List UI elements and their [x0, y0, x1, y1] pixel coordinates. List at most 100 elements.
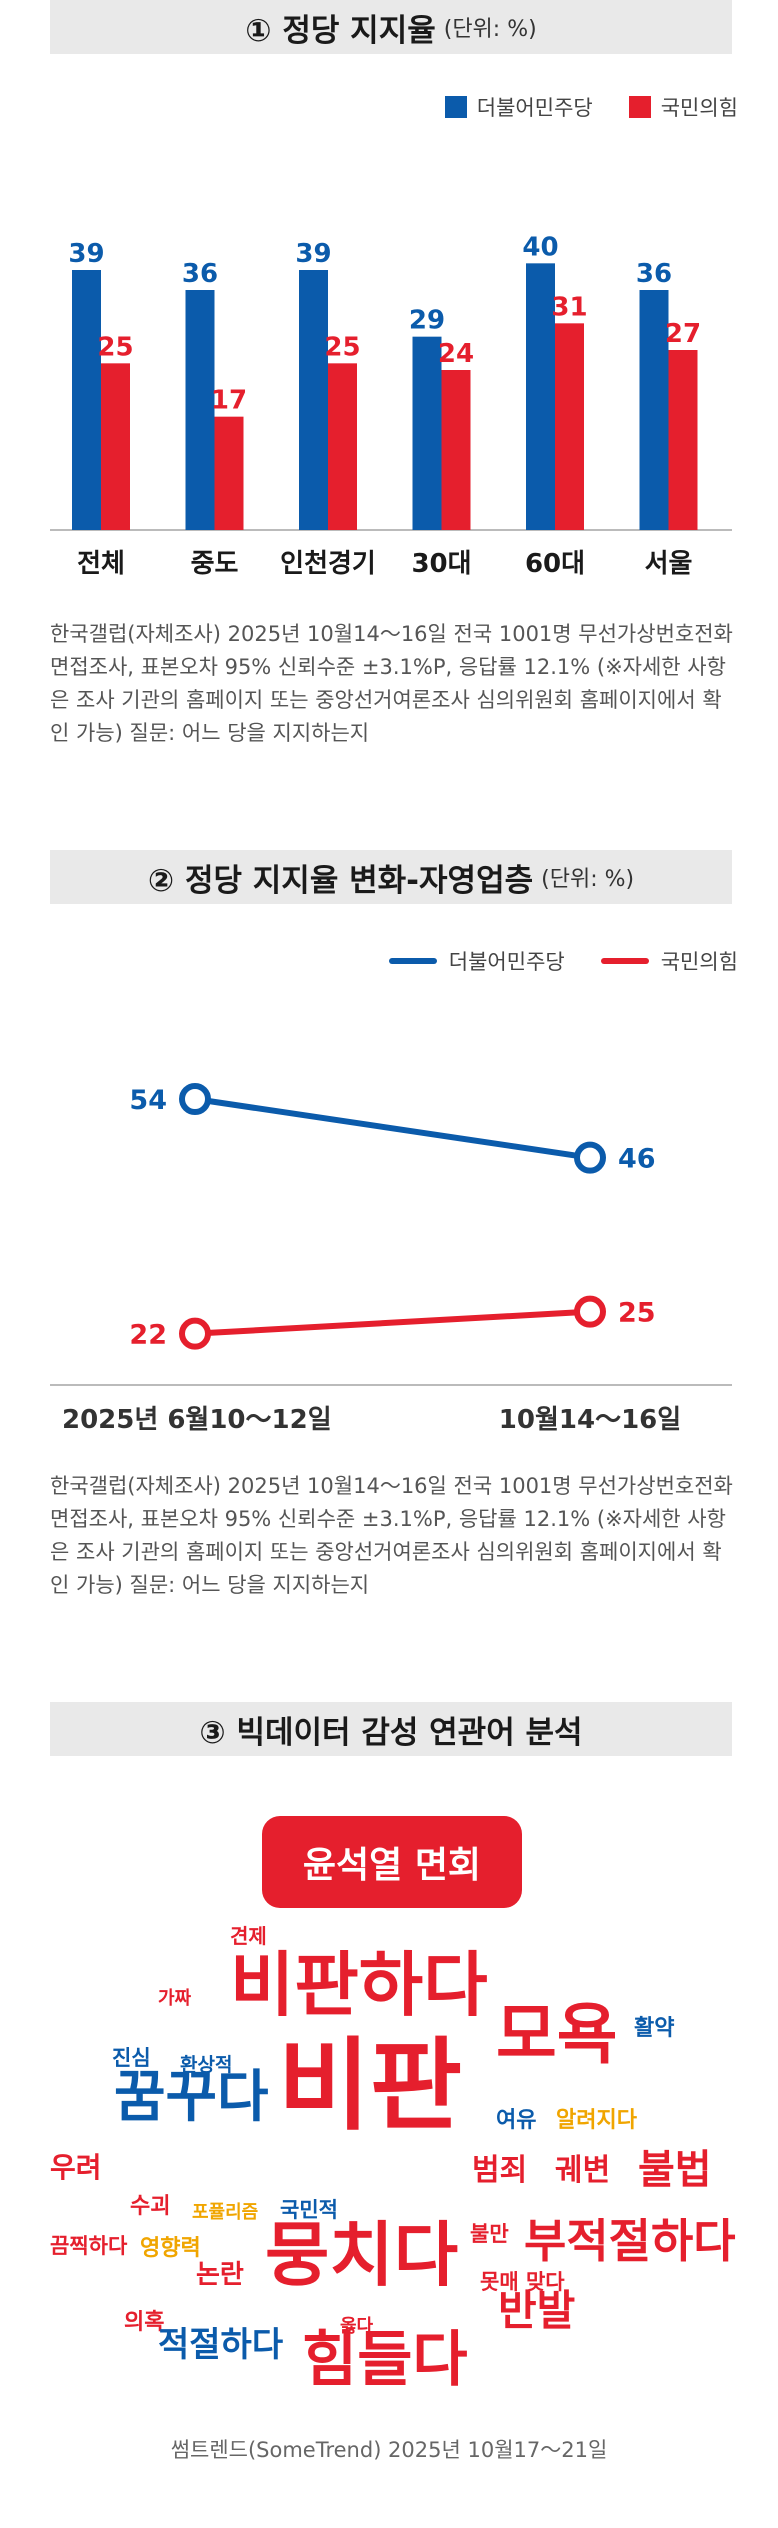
section2-unit: (단위: %)	[541, 867, 635, 892]
cloud-word: 비판	[278, 2027, 462, 2144]
bar-value-label: 36	[636, 259, 672, 289]
cloud-word: 부적절하다	[524, 2214, 736, 2268]
bar-dem	[412, 336, 442, 530]
bar-value-label: 36	[182, 259, 218, 289]
category-label: 중도	[191, 549, 239, 579]
cloud-word: 힘들다	[302, 2325, 468, 2395]
cloud-word: 논란	[196, 2260, 244, 2290]
bar-dem	[185, 290, 215, 530]
cloud-word: 활약	[634, 2016, 675, 2041]
section1-title: ① 정당 지지율	[245, 12, 436, 49]
section2-title: ② 정당 지지율 변화-자영업층	[147, 862, 534, 899]
survey-note-1: 한국갤럽(자체조사) 2025년 10월14～16일 전국 1001명 무선가상…	[50, 622, 733, 745]
legend-item-dem-line: 더불어민주당	[388, 946, 565, 976]
category-label: 30대	[411, 549, 471, 579]
section3-title: ③ 빅데이터 감성 연관어 분석	[199, 1714, 583, 1751]
survey-note-2: 한국갤럽(자체조사) 2025년 10월14～16일 전국 1001명 무선가상…	[50, 1474, 733, 1597]
line-chart-legend: 더불어민주당 국민의힘	[353, 946, 738, 976]
cloud-word: 옳다	[340, 2316, 374, 2337]
data-value-label: 25	[618, 1298, 656, 1329]
cloud-word: 가짜	[158, 1988, 192, 2009]
data-point-ppp	[574, 1295, 606, 1328]
wordcloud-center-keyword: 윤석열 면회	[262, 1816, 522, 1908]
category-label: 60대	[525, 549, 585, 579]
cloud-word: 우려	[50, 2151, 102, 2184]
cloud-word: 여유	[496, 2108, 537, 2133]
cloud-word: 국민적	[280, 2198, 338, 2222]
section1-unit: (단위: %)	[443, 17, 537, 42]
bar-value-label: 27	[665, 319, 701, 349]
legend-label-dem-line: 더불어민주당	[448, 950, 565, 974]
bar-value-label: 25	[324, 332, 360, 362]
section1-header: ① 정당 지지율 (단위: %)	[50, 0, 732, 54]
cloud-word: 꿈꾸다	[114, 2065, 269, 2130]
section3-header: ③ 빅데이터 감성 연관어 분석	[50, 1702, 732, 1756]
bar-value-label: 29	[409, 306, 445, 336]
bar-ppp	[101, 363, 130, 530]
legend-item-dem: 더불어민주당	[444, 92, 593, 122]
self-employed-support-line-chart: 54 46 22 25 2025년 6월10～12일 10월14～16일	[50, 1083, 732, 1435]
cloud-word: 모욕	[496, 1996, 618, 2073]
legend-label-dem: 더불어민주당	[476, 96, 593, 120]
legend-label-ppp: 국민의힘	[660, 96, 738, 120]
bar-ppp	[214, 416, 244, 530]
bar-value-label: 31	[551, 292, 587, 322]
data-point-dem	[179, 1083, 211, 1115]
source-credit: 썸트렌드(SomeTrend) 2025년 10월17～21일	[170, 2438, 608, 2462]
cloud-word: 뭉치다	[265, 2214, 459, 2296]
bar-dem	[639, 290, 669, 530]
bar-value-label: 39	[68, 239, 104, 269]
bar-ppp	[328, 363, 357, 530]
x-tick-label: 2025년 6월10～12일	[62, 1405, 332, 1435]
cloud-word: 범죄	[472, 2153, 528, 2188]
legend-swatch-ppp	[628, 96, 651, 118]
data-value-label: 22	[129, 1320, 167, 1351]
cloud-word: 포퓰리즘	[192, 2202, 259, 2223]
cloud-word: 진심	[112, 2046, 151, 2070]
bar-value-label: 24	[438, 339, 474, 369]
cloud-word: 환상적	[180, 2054, 233, 2076]
bar-value-label: 39	[295, 239, 331, 269]
legend-item-ppp-line: 국민의힘	[600, 946, 738, 976]
series-line-dem	[194, 1096, 591, 1161]
cloud-word: 반발	[498, 2286, 576, 2335]
category-label: 서울	[645, 549, 693, 579]
cloud-word: 불법	[638, 2147, 712, 2193]
bar-value-label: 25	[97, 332, 133, 362]
data-value-label: 46	[618, 1144, 656, 1175]
bar-ppp	[555, 323, 584, 530]
data-point-dem	[574, 1141, 606, 1174]
bar-dem	[299, 270, 328, 530]
cloud-word: 알려지다	[556, 2108, 637, 2133]
category-label: 전체	[77, 549, 125, 579]
bar-chart-legend: 더불어민주당 국민의힘	[409, 92, 738, 122]
cloud-word: 영향력	[140, 2236, 201, 2261]
section2-header: ② 정당 지지율 변화-자영업층 (단위: %)	[50, 850, 732, 904]
category-label: 인천경기	[280, 549, 376, 579]
cloud-word: 끔찍하다	[50, 2234, 128, 2258]
cloud-word: 못매 맞다	[480, 2270, 565, 2294]
bar-ppp	[441, 370, 471, 530]
data-point-ppp	[179, 1317, 211, 1350]
legend-swatch-dem	[444, 96, 467, 118]
series-line-ppp	[194, 1308, 591, 1337]
cloud-word: 의혹	[124, 2310, 165, 2335]
cloud-word: 견제	[230, 1924, 267, 1948]
legend-line-ppp	[600, 958, 649, 964]
bar-dem	[72, 270, 101, 530]
bar-value-label: 40	[522, 232, 558, 262]
bar-value-label: 17	[211, 386, 247, 416]
data-value-label: 54	[129, 1085, 167, 1116]
cloud-word: 비판하다	[230, 1944, 488, 2026]
x-tick-label: 10월14～16일	[499, 1405, 681, 1435]
cloud-word: 수괴	[130, 2194, 171, 2219]
cloud-word: 적절하다	[158, 2325, 284, 2365]
bar-dem	[526, 263, 555, 530]
cloud-word: 불만	[470, 2222, 509, 2246]
legend-line-dem	[388, 958, 437, 964]
legend-item-ppp: 국민의힘	[628, 92, 738, 122]
cloud-word: 궤변	[555, 2153, 611, 2188]
bar-ppp	[668, 350, 698, 530]
